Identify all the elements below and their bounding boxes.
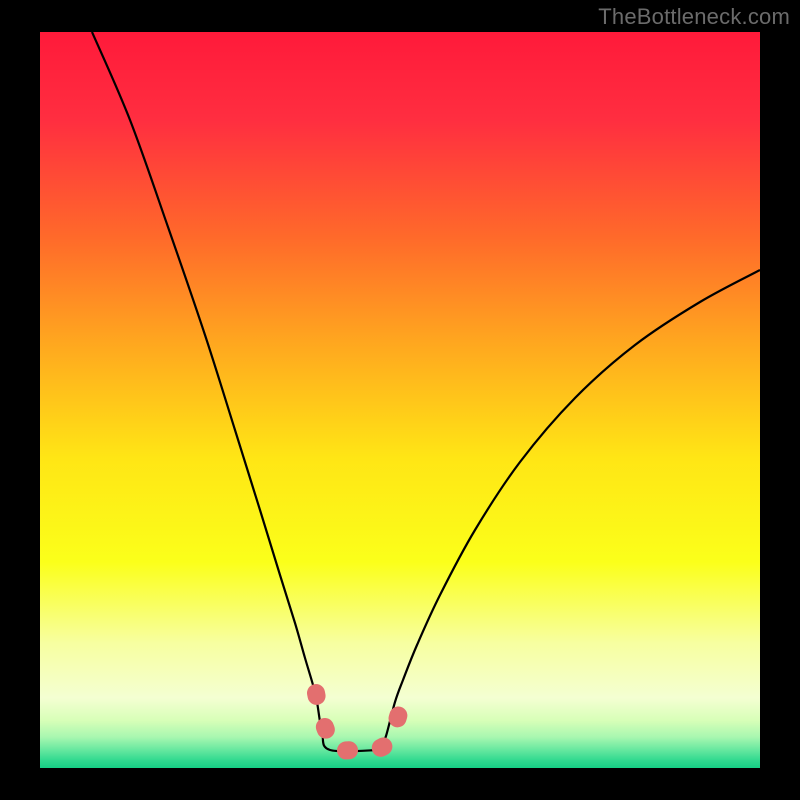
bottleneck-chart (0, 0, 800, 800)
gradient-background (40, 32, 760, 768)
watermark-text: TheBottleneck.com (598, 4, 790, 30)
